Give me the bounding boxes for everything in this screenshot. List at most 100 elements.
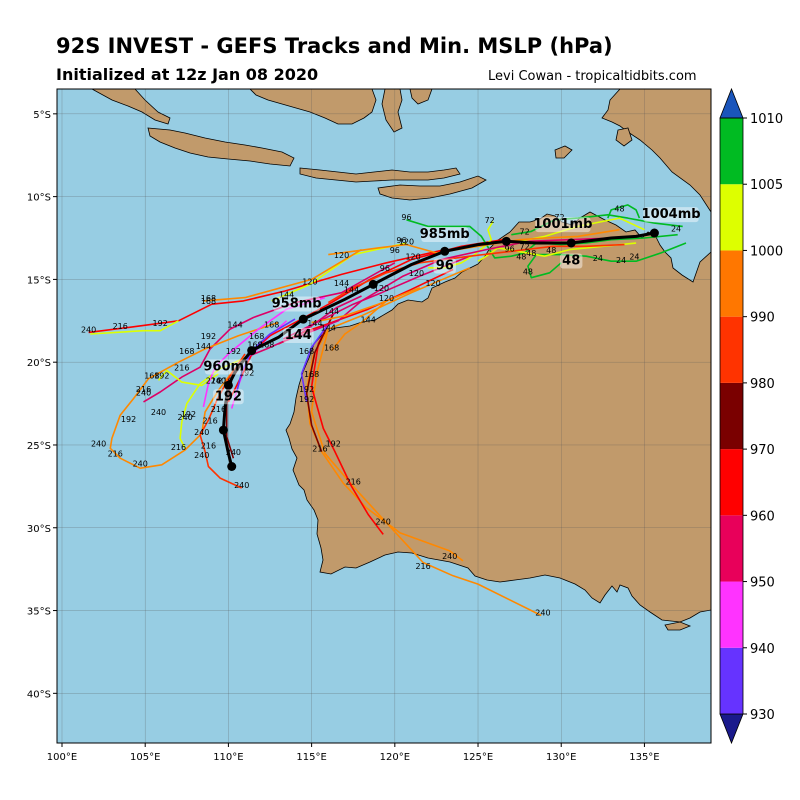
hour-label: 120 (409, 269, 424, 278)
ensemble-track-line (311, 286, 421, 324)
sulawesi-landmass (381, 89, 403, 133)
ensemble-track-line (327, 243, 625, 304)
hour-label: 24 (629, 253, 639, 262)
ensemble-track-line (179, 354, 251, 449)
ensemble-track-line (202, 296, 326, 408)
hour-label: 192 (121, 415, 136, 424)
colorbar-label: 1010 (750, 112, 783, 127)
chart-title: 92S INVEST - GEFS Tracks and Min. MSLP (… (56, 34, 613, 58)
colorbar-label: 1005 (750, 178, 783, 193)
pressure-label: 192 (215, 389, 242, 404)
ensemble-track-line (109, 321, 279, 470)
colorbar-extend-high (719, 87, 744, 119)
mean-track-marker (247, 346, 257, 356)
hour-label: 144 (324, 307, 339, 316)
hour-label: 216 (113, 322, 128, 331)
hour-label: 240 (234, 481, 249, 490)
lat-tick-label: 20°S (27, 358, 51, 369)
colorbar-label: 990 (750, 311, 775, 326)
sulawesi-arm (409, 89, 433, 105)
pressure-label-bg (282, 328, 314, 344)
ensemble-track-line (305, 267, 471, 562)
land-layer (91, 89, 711, 631)
hour-label: 168 (299, 347, 314, 356)
pressure-label-bg (421, 227, 469, 243)
colorbar-segment (720, 449, 743, 516)
hour-label: 240 (211, 377, 226, 386)
hour-label: 192 (326, 440, 341, 449)
pressure-label-bg (535, 217, 591, 233)
colorbar-label: 950 (750, 576, 775, 591)
ensemble-track-line (310, 313, 384, 535)
pressure-label-bg (204, 359, 252, 375)
pressure-label: 960mb (203, 359, 253, 374)
hour-label: 216 (108, 450, 123, 459)
pressure-label: 96 (436, 258, 454, 273)
hour-label: 168 (201, 297, 216, 306)
colorbar-segment (720, 250, 743, 317)
hour-label: 216 (312, 445, 327, 454)
lat-tick-label: 30°S (27, 524, 51, 535)
hour-label: 240 (81, 325, 96, 334)
ensemble-track-line (88, 248, 445, 334)
hour-label: 144 (361, 315, 376, 324)
hour-label: 48 (523, 267, 533, 276)
mean-track-marker (649, 228, 659, 238)
ensemble-track-line (271, 242, 407, 302)
ensemble-track-line (527, 242, 687, 279)
hour-label: 96 (396, 236, 406, 245)
hour-label: 144 (321, 324, 336, 333)
hour-label: 240 (136, 388, 151, 397)
hour-label: 240 (535, 609, 550, 618)
hour-label: 120 (334, 251, 349, 260)
mean-track-marker (218, 425, 228, 435)
lat-tick-label: 5°S (33, 110, 51, 121)
tanimbar-island (554, 145, 573, 159)
ensemble-track-line (310, 328, 542, 617)
ensemble-track-line (294, 295, 362, 339)
pressure-label: 958mb (272, 297, 322, 312)
mean-track-marker (566, 238, 576, 248)
hour-label: 144 (334, 279, 349, 288)
graticule (57, 89, 711, 743)
lon-tick-label: 110°E (213, 752, 243, 763)
hour-label: 192 (201, 332, 216, 341)
chart-credit: Levi Cowan - tropicaltidbits.com (488, 69, 697, 84)
mean-track-marker (368, 279, 378, 289)
pressure-label: 48 (562, 254, 580, 269)
mean-track (218, 228, 659, 471)
lon-tick-label: 120°E (380, 752, 410, 763)
hour-label: 48 (516, 253, 526, 262)
lat-tick-label: 10°S (27, 193, 51, 204)
hour-label: 120 (302, 277, 317, 286)
colorbar-segment (720, 647, 743, 714)
hour-label: 216 (415, 562, 430, 571)
hour-label: 168 (247, 340, 262, 349)
ensemble-track-line (607, 204, 641, 219)
hour-label: 168 (201, 294, 216, 303)
colorbar-label: 960 (750, 509, 775, 524)
colorbar-segment (720, 581, 743, 648)
hour-label: 216 (201, 441, 216, 450)
lat-tick-label: 35°S (27, 607, 51, 618)
hour-label: 144 (196, 342, 211, 351)
hour-label: 120 (399, 238, 414, 247)
sumatra-landmass (91, 89, 171, 125)
ensemble-track-line (249, 237, 612, 357)
ensemble-track-line (300, 323, 329, 403)
pressure-label-bg (273, 296, 321, 312)
hour-label: 48 (526, 249, 536, 258)
hour-label: 120 (425, 279, 440, 288)
lon-tick-label: 125°E (463, 752, 493, 763)
pressure-label-bg (213, 389, 244, 405)
lon-tick-label: 105°E (130, 752, 160, 763)
hour-label: 24 (593, 254, 603, 263)
colorbar-frame (719, 117, 744, 715)
hour-label: 120 (379, 294, 394, 303)
mean-track-marker (298, 314, 308, 324)
ensemble-track-line (157, 369, 219, 387)
hour-label: 144 (307, 319, 322, 328)
hour-label: 216 (171, 443, 186, 452)
